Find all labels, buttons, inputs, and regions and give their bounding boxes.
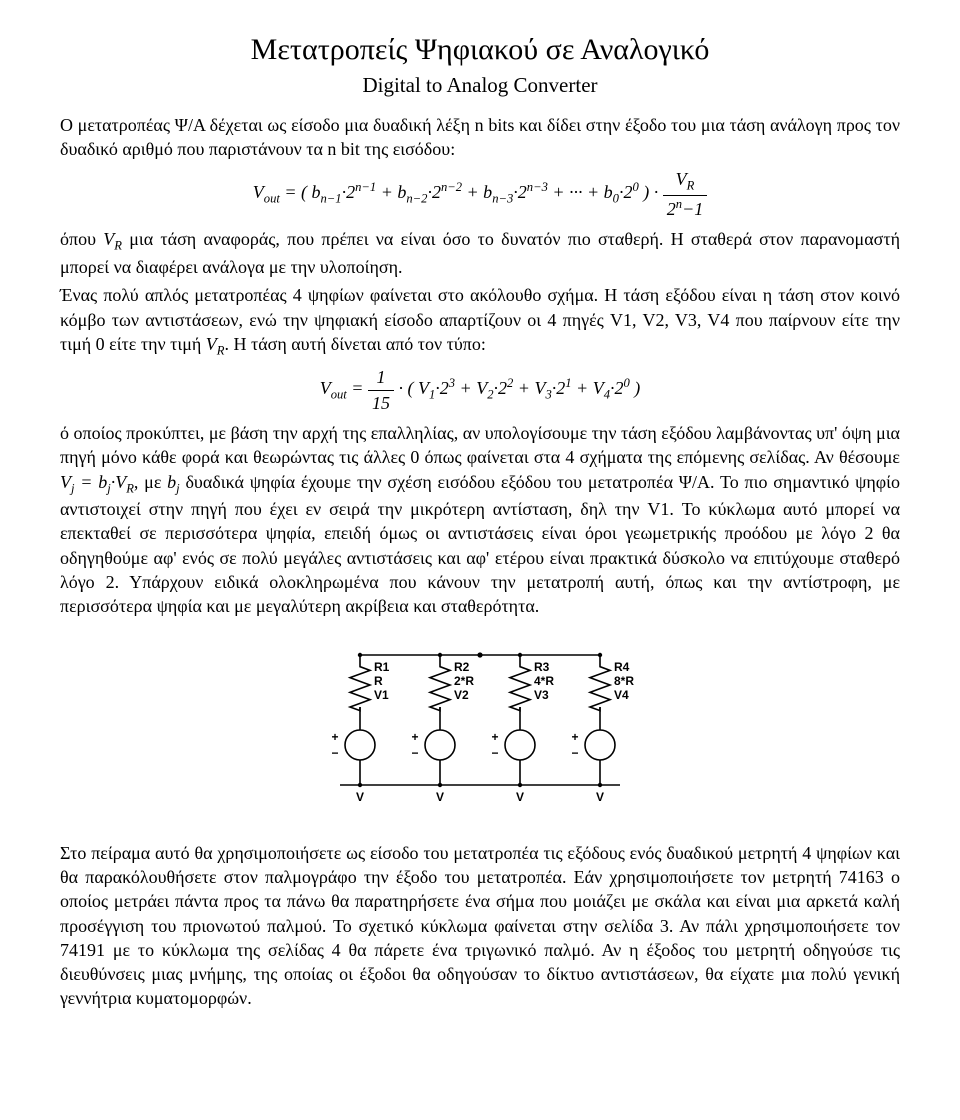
paragraph-experiment: Στο πείραμα αυτό θα χρησιμοποιήσετε ως ε…: [60, 841, 900, 1011]
equation-vout-general: Vout = ( bn−1·2n−1 + bn−2·2n−2 + bn−3·2n…: [60, 167, 900, 221]
svg-text:V: V: [516, 790, 524, 804]
svg-text:V4: V4: [614, 688, 629, 702]
svg-text:+: +: [491, 730, 498, 744]
svg-text:R1: R1: [374, 660, 390, 674]
svg-text:R3: R3: [534, 660, 550, 674]
paragraph-4bit: Ένας πολύ απλός μετατροπέας 4 ψηφίων φαί…: [60, 283, 900, 359]
circuit-diagram: R1RV1 + − V R22*RV2 + − V R34*RV3 + − V R48*RV4 + − V: [60, 645, 900, 805]
svg-text:V: V: [596, 790, 604, 804]
svg-text:+: +: [331, 730, 338, 744]
svg-text:V2: V2: [454, 688, 469, 702]
svg-text:−: −: [571, 746, 578, 760]
svg-text:V3: V3: [534, 688, 549, 702]
paragraph-intro: Ο μετατροπέας Ψ/Α δέχεται ως είσοδο μια …: [60, 113, 900, 162]
svg-text:V: V: [436, 790, 444, 804]
svg-text:V: V: [356, 790, 364, 804]
svg-text:−: −: [331, 746, 338, 760]
svg-text:4*R: 4*R: [534, 674, 554, 688]
paragraph-superposition: ό οποίος προκύπτει, με βάση την αρχή της…: [60, 421, 900, 619]
svg-text:R: R: [374, 674, 383, 688]
svg-text:R4: R4: [614, 660, 630, 674]
paragraph-vr: όπου VR μια τάση αναφοράς, που πρέπει να…: [60, 227, 900, 279]
svg-text:2*R: 2*R: [454, 674, 474, 688]
svg-text:V1: V1: [374, 688, 389, 702]
page-title: Μετατροπείς Ψηφιακού σε Αναλογικό: [60, 30, 900, 71]
page-subtitle: Digital to Analog Converter: [60, 71, 900, 99]
svg-text:+: +: [571, 730, 578, 744]
svg-text:8*R: 8*R: [614, 674, 634, 688]
equation-vout-4: Vout = 115 · ( V1·23 + V2·22 + V3·21 + V…: [60, 365, 900, 415]
svg-text:−: −: [411, 746, 418, 760]
svg-text:−: −: [491, 746, 498, 760]
svg-text:+: +: [411, 730, 418, 744]
svg-text:R2: R2: [454, 660, 470, 674]
